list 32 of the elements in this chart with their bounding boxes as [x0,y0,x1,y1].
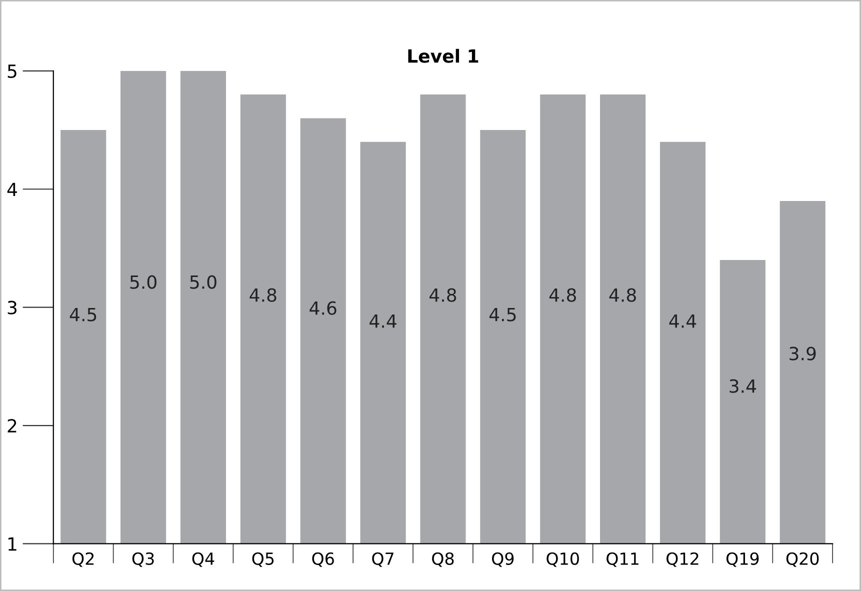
data-label: 4.6 [310,301,336,315]
x-tick-label: Q8 [432,552,454,567]
data-label: 4.8 [250,288,276,302]
data-label: 4.4 [370,314,396,328]
y-tick-label: 4 [7,182,17,196]
data-label: 3.4 [730,379,756,393]
x-tick-label: Q7 [372,552,394,567]
x-tick-label: Q20 [786,552,819,567]
data-label: 4.5 [489,308,516,322]
chart-title: Level 1 [408,48,478,63]
x-tick-label: Q10 [546,552,579,567]
x-tick-label: Q2 [72,552,94,567]
data-label: 5.0 [130,275,156,289]
data-label: 3.9 [790,346,816,360]
y-tick-label: 2 [8,418,16,432]
data-label: 4.8 [609,288,636,302]
x-tick-label: Q6 [312,552,334,567]
data-label: 4.5 [70,308,96,322]
y-tick-label: 5 [8,64,16,78]
data-label: 4.4 [669,314,696,328]
x-tick-label: Q9 [492,552,514,567]
data-label: 4.8 [549,288,576,302]
x-tick-label: Q4 [192,552,214,567]
data-label: 4.8 [430,288,456,302]
y-tick-label: 1 [8,537,16,551]
data-label: 5.0 [190,275,216,289]
x-tick-label: Q3 [132,552,154,567]
x-tick-label: Q11 [606,552,638,567]
x-tick-label: Q5 [252,552,274,567]
x-tick-label: Q19 [726,552,759,567]
y-tick-label: 3 [8,300,17,314]
x-tick-label: Q12 [666,552,698,567]
